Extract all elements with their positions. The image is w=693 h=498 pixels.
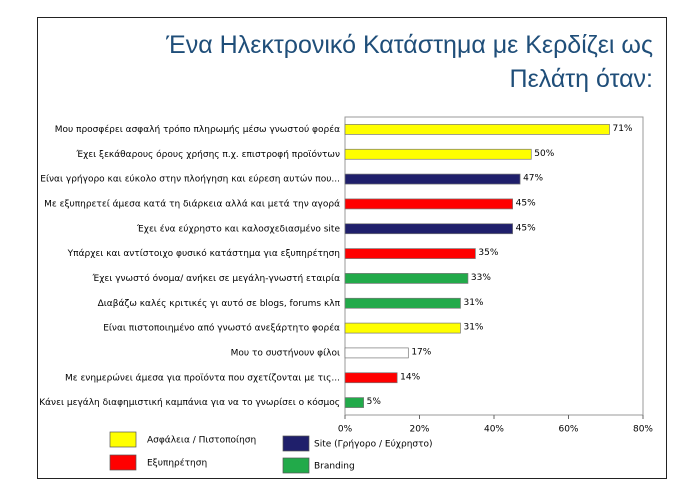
value-label: 71% [612, 124, 632, 134]
y-tick-label: Με εξυπηρετεί άμεσα κατά τη διάρκεια αλλ… [44, 199, 340, 209]
bar [344, 372, 398, 384]
bar [344, 173, 521, 185]
y-tick-label: Έχει ξεκάθαρους όρους χρήσης π.χ. επιστρ… [75, 149, 340, 160]
bar [344, 148, 532, 160]
y-tick-label: Έχει ένα εύχρηστο και καλοσχεδιασμένο si… [136, 223, 340, 234]
legend-label: Site (Γρήγορο / Εύχρηστο) [314, 439, 433, 450]
value-label: 45% [516, 223, 536, 233]
y-tick-label: Μου προσφέρει ασφαλή τρόπο πληρωμής μέσω… [55, 124, 340, 135]
value-label: 35% [478, 248, 498, 258]
value-label: 14% [400, 372, 420, 382]
y-tick-label: Διαβάζω καλές κριτικές γι αυτό σε blogs,… [98, 298, 341, 309]
bar [344, 273, 469, 284]
y-tick-label: Είναι γρήγορο και εύκολο στην πλοήγηση κ… [40, 174, 340, 185]
value-label: 5% [367, 397, 382, 407]
value-label: 31% [463, 298, 483, 308]
x-tick-label: 80% [633, 425, 653, 435]
bar [344, 198, 513, 210]
legend-swatch [282, 435, 310, 452]
bar [344, 124, 610, 135]
legend-swatch [282, 457, 310, 474]
x-tick-label: 40% [484, 425, 504, 435]
value-label: 45% [516, 198, 536, 208]
value-label: 31% [463, 323, 483, 333]
bar [344, 322, 461, 334]
y-tick-label: Με ενημερώνει άμεσα για προϊόντα που σχε… [65, 372, 340, 383]
x-tick-label: 60% [558, 425, 578, 435]
x-tick-label: 20% [409, 425, 429, 435]
y-tick-label: Μου το συστήνουν φίλοι [231, 348, 340, 358]
plot-area [344, 116, 644, 416]
legend-label: Εξυπηρέτηση [147, 458, 207, 469]
frame [37, 17, 667, 479]
y-tick-label: Έχει γνωστό όνομα/ ανήκει σε μεγάλη-γνωσ… [92, 273, 341, 284]
x-tick-label: 0% [338, 425, 353, 435]
y-tick-label: Υπάρχει και αντίστοιχο φυσικό κατάστημα … [67, 248, 340, 259]
legend-label: Branding [314, 462, 355, 472]
chart-title: Ένα Ηλεκτρονικό Κατάστημα με Κερδίζει ως… [166, 31, 653, 93]
bar [344, 223, 513, 235]
y-tick-label: Κάνει μεγάλη διαφημιστική καμπάνια για ν… [39, 397, 340, 408]
value-label: 17% [411, 347, 431, 357]
value-label: 50% [534, 149, 554, 159]
bar [344, 397, 364, 408]
value-label: 47% [523, 174, 543, 184]
bar [344, 297, 461, 309]
legend-swatch [109, 431, 137, 448]
bar [344, 347, 409, 359]
value-label: 33% [471, 273, 491, 283]
legend-swatch [109, 454, 137, 471]
bar [344, 248, 476, 259]
legend-label: Ασφάλεια / Πιστοποίηση [147, 436, 256, 446]
y-tick-label: Είναι πιστοποιημένο από γνωστό ανεξάρτητ… [103, 323, 340, 334]
